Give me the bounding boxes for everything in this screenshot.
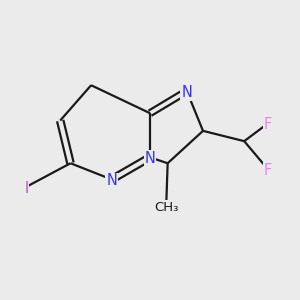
- Text: N: N: [145, 152, 155, 166]
- Text: F: F: [264, 163, 272, 178]
- Text: I: I: [24, 181, 28, 196]
- Text: CH₃: CH₃: [154, 201, 178, 214]
- Text: F: F: [264, 118, 272, 133]
- Text: N: N: [182, 85, 192, 100]
- Text: N: N: [106, 173, 117, 188]
